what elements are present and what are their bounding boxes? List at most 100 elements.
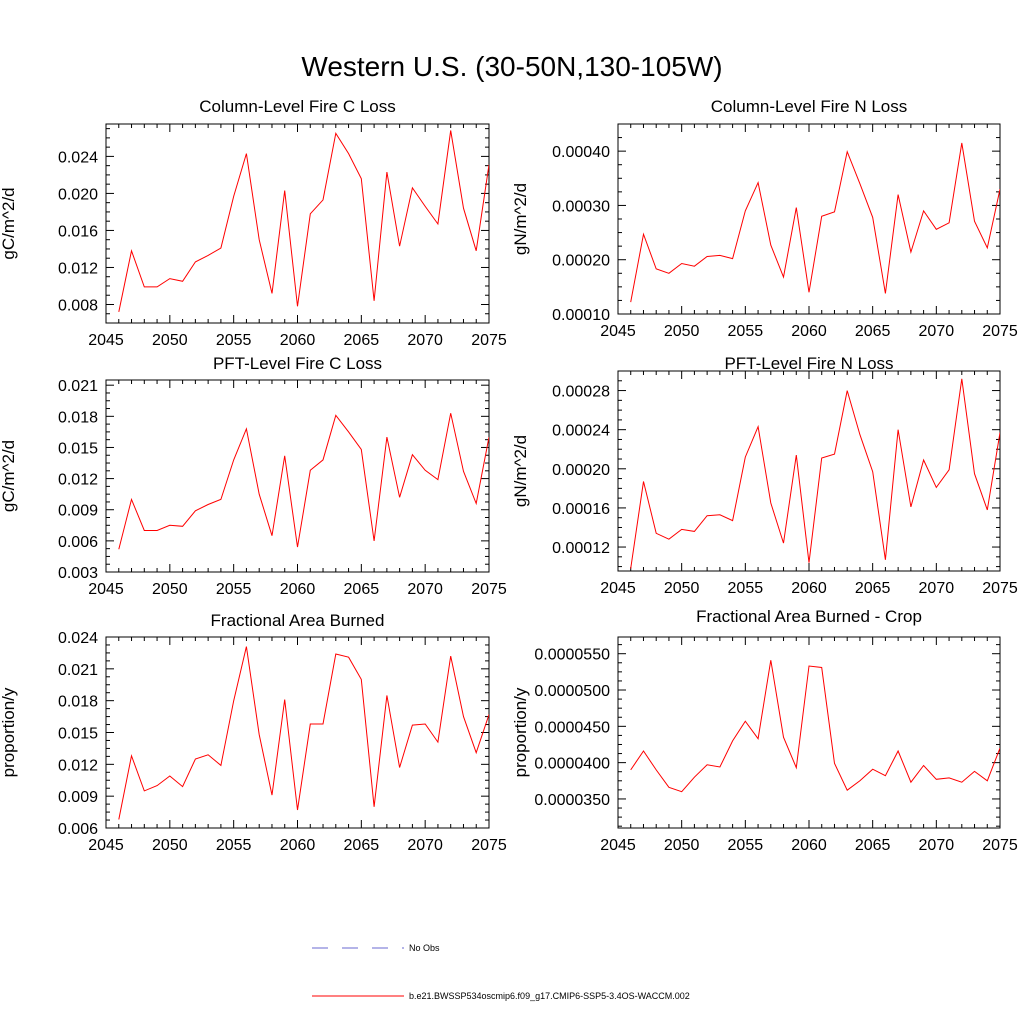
panel-6-xtick-label: 2050	[664, 837, 700, 854]
panel-2-ytick-label: 0.00030	[552, 198, 610, 215]
panel-6-xtick-label: 2055	[728, 837, 764, 854]
panel-5-xtick-label: 2075	[471, 837, 507, 854]
panel-5-ytick-label: 0.024	[58, 630, 98, 647]
panel-5-ylabel: proportion/y	[0, 687, 18, 777]
panel-3-xtick-label: 2075	[471, 581, 507, 598]
panel-6-ytick-label: 0.0000350	[534, 792, 610, 809]
panel-3-series-line	[118, 413, 489, 550]
legend: No Obs b.e21.BWSSP534oscmip6.f09_g17.CMI…	[312, 943, 690, 1001]
panel-6-ytick-label: 0.0000550	[534, 647, 610, 664]
panel-1-xtick-label: 2055	[216, 332, 252, 349]
panel-4-ytick-label: 0.00020	[552, 462, 610, 479]
panel-2-title: Column-Level Fire N Loss	[711, 97, 908, 116]
panel-3-xtick-label: 2070	[407, 581, 443, 598]
panel-3-frame	[105, 379, 490, 573]
legend-no-obs-label: No Obs	[409, 943, 440, 953]
panel-5-ytick-label: 0.009	[58, 789, 98, 806]
panel-1-title: Column-Level Fire C Loss	[199, 97, 396, 116]
panel-1-xtick-label: 2070	[407, 332, 443, 349]
panel-5-ytick-label: 0.021	[58, 662, 98, 679]
panel-5-ytick-label: 0.012	[58, 757, 98, 774]
panel-6-series-line	[630, 660, 1000, 793]
panel-4: PFT-Level Fire N Loss gN/m^2/d 2045 2050 205…	[511, 354, 1018, 597]
panel-5-ytick-label: 0.018	[58, 694, 98, 711]
legend-series-label: b.e21.BWSSP534oscmip6.f09_g17.CMIP6-SSP5…	[409, 991, 690, 1001]
panel-2-xtick-label: 2065	[855, 323, 891, 340]
panel-2: Column-Level Fire N Loss gN/m^2/d 2045 2050…	[511, 97, 1018, 340]
panel-3-ytick-label: 0.021	[58, 378, 98, 395]
panel-5: Fractional Area Burned proportion/y 2045 20…	[0, 611, 507, 854]
panel-6-xtick-label: 2075	[982, 837, 1018, 854]
panel-5-xtick-label: 2060	[280, 837, 316, 854]
panel-4-xtick-label: 2070	[919, 580, 955, 597]
panel-1-ytick-label: 0.016	[58, 223, 98, 240]
panel-2-ytick-label: 0.00010	[552, 307, 610, 324]
panel-5-ytick-label: 0.006	[58, 821, 98, 838]
panel-6-ytick-label: 0.0000500	[534, 683, 610, 700]
panel-1-ytick-label: 0.024	[58, 149, 98, 166]
panel-1-xtick-label: 2060	[280, 332, 316, 349]
panel-5-series-line	[118, 646, 489, 820]
panel-5-xtick-label: 2055	[216, 837, 252, 854]
panel-6-ytick-label: 0.0000450	[534, 719, 610, 736]
panel-1-ytick-label: 0.008	[58, 297, 98, 314]
panel-6-ylabel: proportion/y	[511, 687, 530, 777]
panel-6-ytick-label: 0.0000400	[534, 756, 610, 773]
panel-3-xtick-label: 2045	[88, 581, 124, 598]
panel-4-xtick-label: 2075	[982, 580, 1018, 597]
panel-2-xtick-label: 2050	[664, 323, 700, 340]
panel-4-xtick-label: 2045	[600, 580, 636, 597]
panel-4-ytick-label: 0.00012	[552, 540, 610, 557]
panel-3-ytick-label: 0.015	[58, 440, 98, 457]
panel-3-ytick-label: 0.012	[58, 472, 98, 489]
panel-4-ytick-label: 0.00016	[552, 501, 610, 518]
panel-2-frame	[617, 123, 1001, 315]
panel-6-xtick-label: 2065	[855, 837, 891, 854]
panel-5-xtick-label: 2070	[407, 837, 443, 854]
panel-3-xtick-label: 2055	[216, 581, 252, 598]
panel-2-ytick-label: 0.00040	[552, 144, 610, 161]
panel-5-xtick-label: 2050	[152, 837, 188, 854]
panel-3-xtick-label: 2065	[344, 581, 380, 598]
panel-4-xtick-label: 2065	[855, 580, 891, 597]
panel-3-title: PFT-Level Fire C Loss	[213, 354, 382, 373]
panel-1-xtick-label: 2045	[88, 332, 124, 349]
panel-3: PFT-Level Fire C Loss gC/m^2/d 2045 2050 205…	[0, 354, 507, 598]
panel-1-series-line	[118, 130, 489, 313]
panel-2-ylabel: gN/m^2/d	[511, 183, 530, 255]
panel-3-ytick-label: 0.018	[58, 409, 98, 426]
panel-4-xtick-label: 2055	[728, 580, 764, 597]
panels: Column-Level Fire C Loss gC/m^2/d 2045 2050…	[0, 97, 1018, 854]
panel-1-ytick-label: 0.012	[58, 260, 98, 277]
figure-title: Western U.S. (30-50N,130-105W)	[301, 51, 722, 82]
panel-1-xtick-label: 2050	[152, 332, 188, 349]
panel-1-ytick-label: 0.020	[58, 186, 98, 203]
panel-1: Column-Level Fire C Loss gC/m^2/d 2045 2050…	[0, 97, 507, 349]
panel-2-ytick-label: 0.00020	[552, 253, 610, 270]
panel-3-ytick-label: 0.003	[58, 565, 98, 582]
panel-6-title: Fractional Area Burned - Crop	[696, 607, 922, 626]
panel-2-series-line	[630, 142, 1000, 303]
panel-3-xtick-label: 2050	[152, 581, 188, 598]
panel-4-ytick-label: 0.00028	[552, 384, 610, 401]
panel-3-ytick-label: 0.006	[58, 534, 98, 551]
panel-3-ylabel: gC/m^2/d	[0, 440, 18, 512]
panel-4-xtick-label: 2050	[664, 580, 700, 597]
panel-2-xtick-label: 2075	[982, 323, 1018, 340]
panel-4-ylabel: gN/m^2/d	[511, 435, 530, 507]
panel-1-frame	[105, 123, 490, 324]
panel-1-xtick-label: 2075	[471, 332, 507, 349]
panel-5-ytick-label: 0.015	[58, 726, 98, 743]
panel-2-xtick-label: 2045	[600, 323, 636, 340]
panel-6: Fractional Area Burned - Crop proportion/…	[511, 607, 1018, 854]
panel-6-xtick-label: 2070	[919, 837, 955, 854]
panel-3-ytick-label: 0.009	[58, 503, 98, 520]
panel-6-xtick-label: 2060	[791, 837, 827, 854]
panel-1-xtick-label: 2065	[344, 332, 380, 349]
panel-3-xtick-label: 2060	[280, 581, 316, 598]
panel-6-xtick-label: 2045	[600, 837, 636, 854]
panel-4-series-line	[630, 378, 1000, 569]
panel-2-xtick-label: 2055	[728, 323, 764, 340]
panel-2-xtick-label: 2060	[791, 323, 827, 340]
